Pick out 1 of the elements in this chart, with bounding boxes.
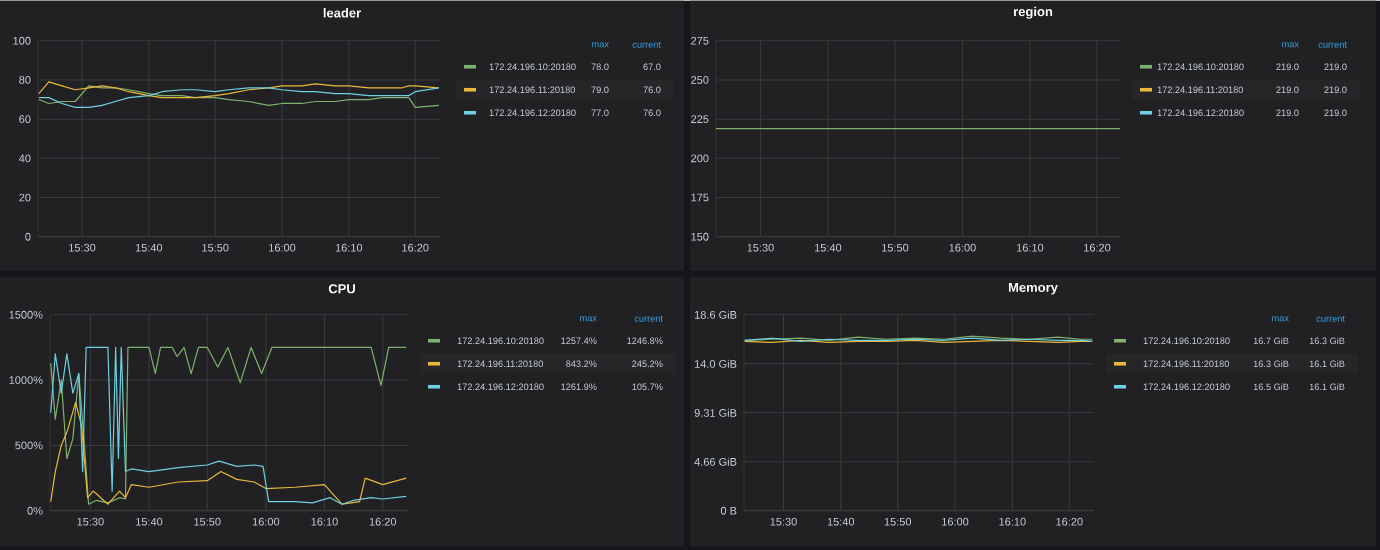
- line-series: [50, 401, 407, 505]
